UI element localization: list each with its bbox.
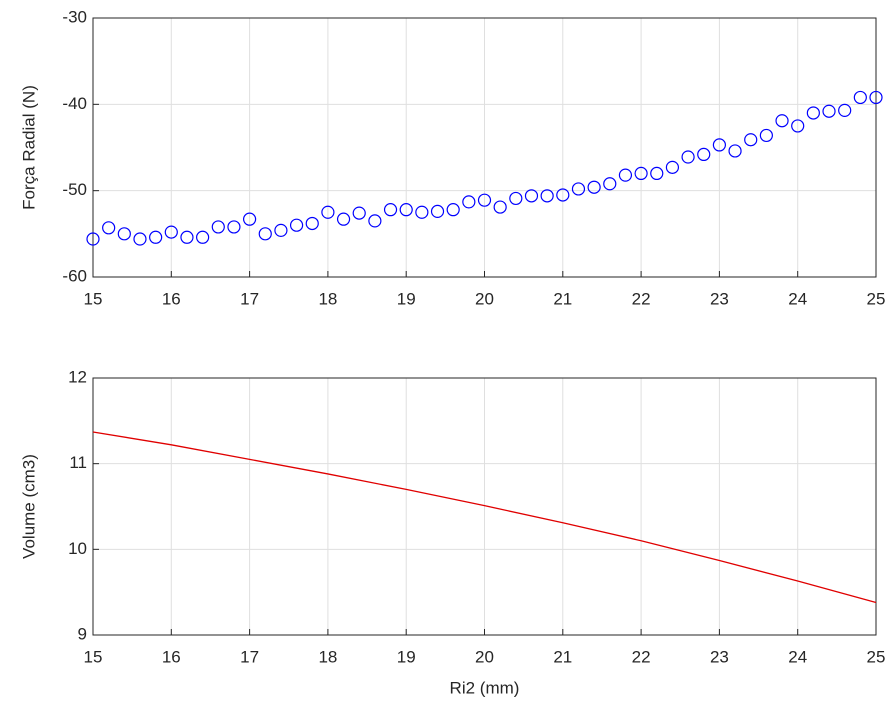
scatter-point [603, 177, 617, 191]
scatter-point [822, 104, 836, 118]
x-tick-label: 22 [632, 647, 651, 666]
x-tick-label: 22 [632, 289, 651, 308]
scatter-point [509, 191, 523, 206]
scatter-point [759, 128, 773, 143]
x-tick-label: 15 [84, 289, 103, 308]
x-tick-label: 25 [867, 647, 886, 666]
scatter-point [149, 230, 163, 244]
scatter-point [336, 212, 351, 226]
scatter-point [86, 232, 100, 246]
scatter-point [650, 166, 664, 180]
scatter-point [540, 189, 554, 203]
scatter-point [102, 221, 116, 235]
y-tick-label: -60 [62, 266, 87, 285]
x-tick-label: 19 [397, 289, 416, 308]
scatter-point [321, 205, 335, 219]
scatter-point [305, 216, 319, 231]
scatter-point [446, 203, 460, 217]
scatter-point [728, 144, 742, 158]
scatter-point [415, 205, 429, 219]
scatter-point [352, 206, 366, 220]
x-tick-label: 17 [240, 647, 259, 666]
x-tick-label: 25 [867, 289, 886, 308]
scatter-point [618, 168, 633, 182]
scatter-point [211, 220, 225, 234]
axes-frame [92, 17, 877, 278]
scatter-point [697, 147, 711, 162]
scatter-point [712, 138, 727, 152]
y-tick-label: 11 [69, 453, 87, 472]
x-tick-label: 24 [788, 289, 807, 308]
x-tick-label: 21 [553, 289, 572, 308]
x-tick-label: 16 [162, 647, 181, 666]
scatter-point [493, 200, 507, 214]
y-tick-label: -40 [62, 94, 87, 113]
scatter-point [634, 166, 648, 180]
scatter-point [775, 114, 789, 128]
scatter-point [791, 119, 805, 133]
scatter-point [744, 133, 758, 147]
x-tick-label: 23 [710, 289, 729, 308]
x-tick-label: 17 [240, 289, 259, 308]
y-axis-label: Volume (cm3) [19, 454, 38, 559]
x-tick-label: 20 [475, 289, 494, 308]
scatter-point [462, 195, 476, 209]
y-tick-label: 10 [68, 539, 87, 558]
scatter-point [274, 223, 288, 237]
scatter-point [289, 218, 304, 232]
y-tick-label: -50 [62, 180, 87, 199]
scatter-point [196, 230, 210, 244]
x-tick-label: 21 [553, 647, 572, 666]
scatter-point [227, 220, 241, 234]
scatter-point [164, 225, 178, 239]
y-tick-label: -30 [62, 7, 87, 26]
scatter-point [571, 182, 586, 196]
scatter-point [258, 227, 272, 241]
x-tick-label: 18 [318, 647, 337, 666]
scatter-point [838, 103, 852, 117]
scatter-point [399, 203, 413, 217]
scatter-point [430, 204, 445, 218]
axes-frame [92, 377, 877, 636]
scatter-point [665, 160, 680, 174]
scatter-point [477, 193, 492, 207]
scatter-point [806, 106, 820, 120]
scatter-point [133, 232, 147, 246]
x-axis-label: Ri2 (mm) [450, 678, 520, 697]
x-tick-label: 18 [318, 289, 337, 308]
scatter-point [117, 227, 131, 241]
x-tick-label: 20 [475, 647, 494, 666]
scatter-point [368, 214, 382, 228]
scatter-point [243, 212, 257, 226]
scatter-point [556, 188, 570, 202]
y-axis-label: Força Radial (N) [19, 85, 38, 210]
scatter-point [853, 90, 867, 105]
x-tick-label: 24 [788, 647, 807, 666]
x-tick-label: 23 [710, 647, 729, 666]
scatter-point [869, 90, 883, 105]
scatter-point [383, 203, 398, 217]
scatter-point [681, 150, 695, 164]
scatter-point [524, 189, 539, 203]
scatter-point [587, 180, 601, 194]
x-tick-label: 16 [162, 289, 181, 308]
x-tick-label: 19 [397, 647, 416, 666]
y-tick-label: 12 [68, 367, 87, 386]
x-tick-label: 15 [84, 647, 103, 666]
line [92, 431, 877, 604]
y-tick-label: 9 [78, 624, 87, 643]
scatter-point [180, 230, 194, 244]
